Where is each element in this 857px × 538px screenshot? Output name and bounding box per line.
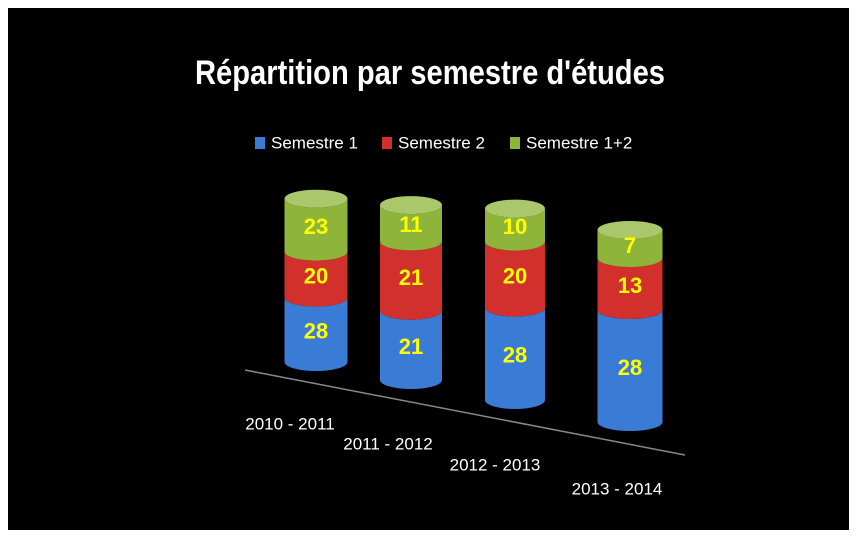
data-label: 20 <box>304 263 328 288</box>
legend-swatch <box>382 137 392 149</box>
legend-label: Semestre 2 <box>398 133 485 152</box>
cylinder-segment <box>284 198 348 261</box>
cylinder-segment <box>597 310 663 431</box>
cylinder-segment <box>597 258 663 320</box>
cylinder-top <box>485 199 545 218</box>
cylinder-segment <box>485 307 545 409</box>
cylinder-segment <box>380 205 442 251</box>
floor-line <box>244 369 686 456</box>
data-label: 7 <box>624 233 636 258</box>
data-label: 21 <box>399 265 423 290</box>
data-label: 28 <box>304 319 328 344</box>
data-label: 11 <box>399 212 422 237</box>
cylinder-segment <box>380 241 442 320</box>
cylinder-segment <box>485 208 545 251</box>
cylinder-segment <box>597 230 663 267</box>
x-tick-label: 2011 - 2012 <box>343 434 432 453</box>
data-label: 23 <box>304 214 328 239</box>
cylinder-top <box>284 189 348 208</box>
cylinder-top <box>597 221 663 239</box>
x-tick-label: 2010 - 2011 <box>245 414 334 433</box>
x-tick-label: 2013 - 2014 <box>572 479 663 498</box>
x-tick-label: 2012 - 2013 <box>450 455 541 474</box>
legend-swatch <box>510 137 520 149</box>
cylinder-top <box>380 196 442 215</box>
cylinder-segment <box>485 241 545 317</box>
cylinder-segment <box>380 310 442 389</box>
data-label: 28 <box>618 355 642 380</box>
data-label: 21 <box>399 334 423 359</box>
legend-label: Semestre 1+2 <box>526 133 632 152</box>
chart-title: Répartition par semestre d'études <box>195 54 665 92</box>
legend-label: Semestre 1 <box>271 133 358 152</box>
cylinder-segment <box>284 251 348 307</box>
legend-swatch <box>255 137 265 149</box>
data-label: 13 <box>618 273 642 298</box>
data-label: 28 <box>503 343 527 368</box>
data-label: 10 <box>503 214 527 239</box>
cylinder-segment <box>284 297 348 371</box>
data-label: 20 <box>503 263 527 288</box>
